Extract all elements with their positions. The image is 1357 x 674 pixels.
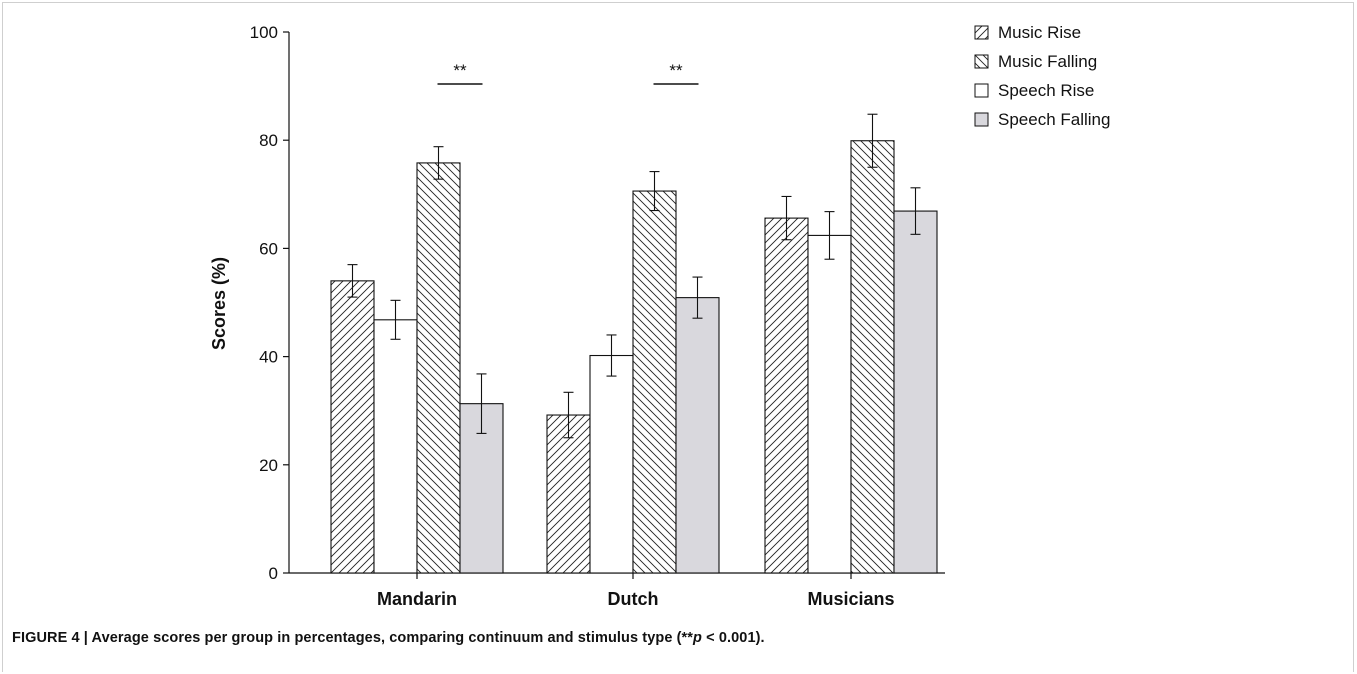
y-axis-label: Scores (%) (209, 257, 229, 350)
significance-annotations: ** ** (437, 61, 699, 85)
caption-prefix: FIGURE 4 | Average scores per group in p… (12, 630, 694, 646)
error-bars (347, 113, 921, 439)
x-tick-label-dutch: Dutch (608, 589, 659, 609)
significance-label: ** (453, 61, 467, 80)
error-bar-musicians-music-rise (781, 195, 792, 241)
error-bar-musicians-speech-falling (910, 187, 921, 235)
error-bar-musicians-speech-rise (824, 211, 835, 260)
error-bar-musicians-music-falling (867, 113, 878, 168)
legend-swatch (974, 54, 989, 69)
legend-label: Speech Rise (998, 81, 1094, 100)
legend: Music Rise Music Falling Speech Rise Speech… (974, 23, 1110, 129)
bar-musicians-speech-rise (807, 234, 852, 574)
bar-musicians-music-rise (764, 217, 809, 574)
bar-mandarin-music-falling (416, 162, 461, 574)
x-tick-label-mandarin: Mandarin (377, 589, 457, 609)
error-bar-dutch-music-rise (563, 391, 574, 439)
bar-musicians-music-falling (850, 140, 895, 574)
significance-mandarin: ** (437, 61, 483, 85)
y-tick-label: 60 (259, 239, 278, 258)
legend-label: Music Rise (998, 23, 1081, 42)
caption-suffix: < 0.001). (702, 630, 765, 646)
bars (330, 140, 938, 574)
significance-label: ** (669, 61, 683, 80)
y-tick-label: 100 (250, 23, 278, 42)
error-bar-mandarin-music-falling (433, 146, 444, 180)
legend-item-music-rise: Music Rise (974, 23, 1081, 42)
legend-label: Music Falling (998, 52, 1097, 71)
caption-p: p (693, 630, 703, 646)
legend-item-speech-falling: Speech Falling (974, 110, 1110, 129)
x-tick-label-musicians: Musicians (807, 589, 894, 609)
y-tick-label: 20 (259, 456, 278, 475)
axes: 0 20 40 60 80 100 Scores (%) Mandarin Dutch Music… (209, 23, 945, 609)
error-bar-mandarin-music-rise (347, 264, 358, 298)
error-bar-dutch-music-falling (649, 171, 660, 212)
bar-dutch-speech-falling (675, 297, 720, 574)
legend-swatch (974, 25, 989, 40)
legend-item-music-falling: Music Falling (974, 52, 1097, 71)
bar-mandarin-music-rise (330, 280, 375, 574)
legend-label: Speech Falling (998, 110, 1110, 129)
figure-caption: FIGURE 4 | Average scores per group in p… (12, 630, 765, 646)
legend-swatch (974, 112, 989, 127)
error-bar-dutch-speech-rise (606, 334, 617, 377)
y-tick-label: 0 (269, 564, 278, 583)
y-tick-label: 40 (259, 348, 278, 367)
bar-dutch-music-falling (632, 190, 677, 574)
bar-musicians-speech-falling (893, 210, 938, 574)
legend-swatch (974, 83, 989, 98)
error-bar-mandarin-speech-falling (476, 373, 487, 434)
bar-dutch-speech-rise (589, 354, 634, 574)
significance-dutch: ** (653, 61, 699, 85)
error-bar-mandarin-speech-rise (390, 299, 401, 340)
bar-dutch-music-rise (546, 414, 591, 574)
error-bar-dutch-speech-falling (692, 276, 703, 319)
legend-item-speech-rise: Speech Rise (974, 81, 1094, 100)
bar-mandarin-speech-rise (373, 319, 418, 574)
y-tick-label: 80 (259, 131, 278, 150)
